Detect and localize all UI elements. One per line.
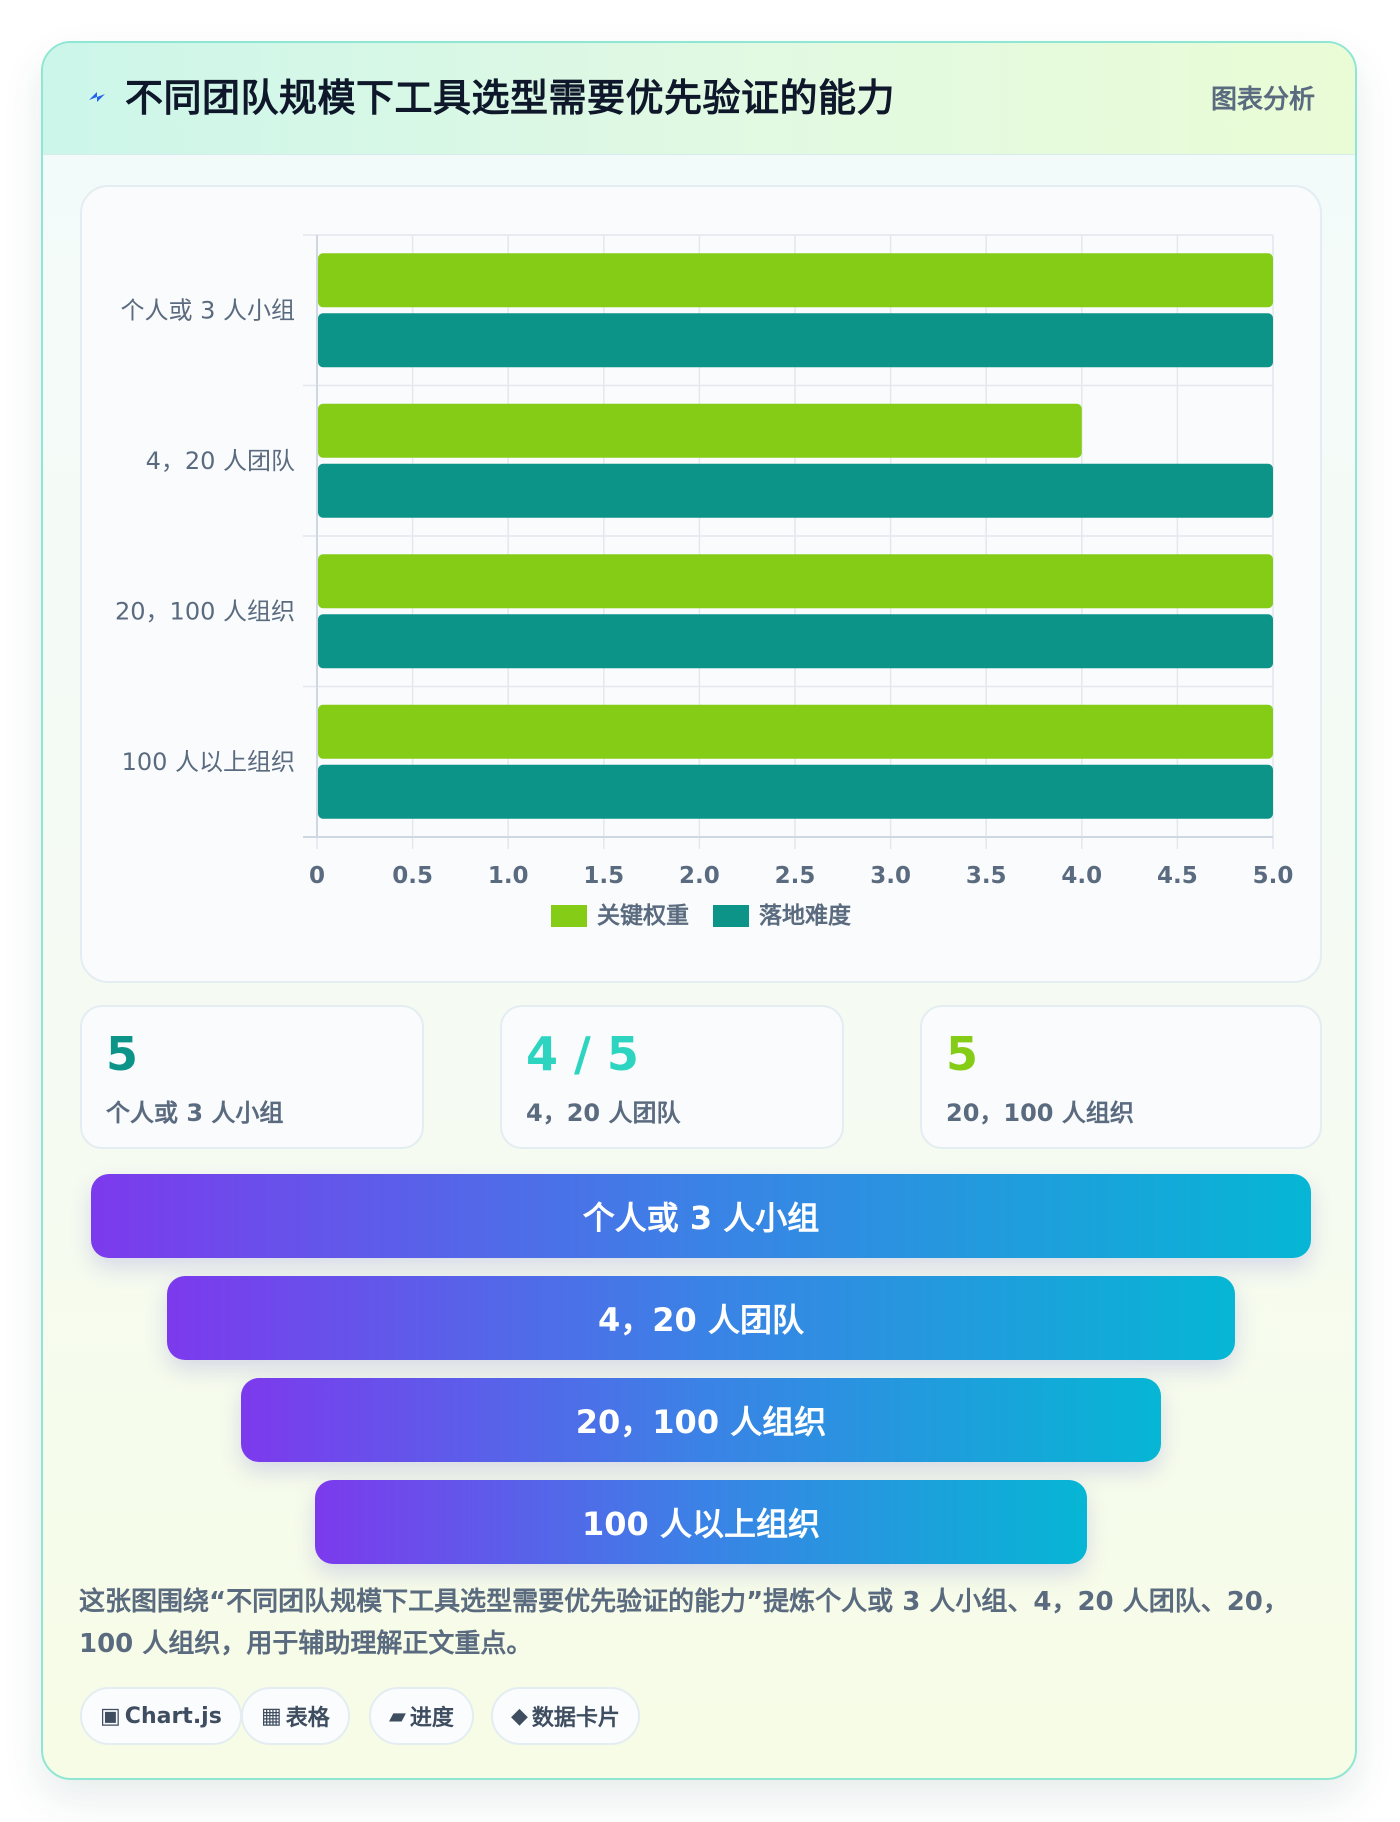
funnel-stage-2: 4，20 人团队 [167,1276,1235,1360]
x-tick-label: 3.5 [966,863,1007,889]
axis-labels: 0 0.5 1.0 1.5 2.0 2.5 3.0 3.5 4.0 4.5 5.0 个人或 3 人小组… [115,296,1293,889]
legend: 关键权重 落地难度 [551,902,852,929]
chip-data-card[interactable]: ◆ 数据卡片 [491,1687,640,1745]
stat-card-3: 5 20，100 人组织 [920,1005,1322,1149]
funnel-stage-4: 100 人以上组织 [315,1480,1087,1564]
chip-chartjs[interactable]: ▣ Chart.js [80,1687,242,1745]
x-tick-label: 5.0 [1253,863,1294,889]
stat-label: 个人或 3 人小组 [106,1099,284,1127]
card-header: 不同团队规模下工具选型需要优先验证的能力 图表分析 [43,43,1355,155]
bar [318,463,1273,518]
funnel-stage-1: 个人或 3 人小组 [91,1174,1311,1258]
chip-label: Chart.js [124,1703,222,1729]
funnel-stage-3: 20，100 人组织 [241,1378,1161,1462]
bar [318,253,1273,308]
chart-icon: ▣ [100,1703,121,1729]
chip-label: 进度 [409,1706,454,1731]
stat-value: 4 / 5 [526,1027,639,1081]
chart-card: 不同团队规模下工具选型需要优先验证的能力 图表分析 0 0.5 1.0 1.5 2.0 2… [41,41,1357,1780]
stat-label: 20，100 人组织 [946,1099,1134,1127]
y-category-label: 4，20 人团队 [146,447,295,475]
x-tick-label: 1.5 [583,863,624,889]
bar [318,614,1273,669]
chart-analysis-tag: 图表分析 [1210,85,1315,115]
chip-label: 表格 [285,1706,330,1731]
legend-label: 落地难度 [759,902,852,929]
bars [318,253,1273,819]
bar-chart: 0 0.5 1.0 1.5 2.0 2.5 3.0 3.5 4.0 4.5 5.0 个人或 3 人小组… [115,234,1293,929]
x-tick-label: 0.5 [392,863,433,889]
bar [318,313,1273,368]
stat-card-2: 4 / 5 4，20 人团队 [500,1005,844,1149]
diamond-icon: ◆ [511,1703,528,1729]
stat-value: 5 [106,1027,139,1081]
chip-progress[interactable]: ▰ 进度 [369,1687,474,1745]
x-tick-label: 2.5 [775,863,816,889]
x-tick-label: 2.0 [679,863,720,889]
y-category-label: 100 人以上组织 [122,748,295,776]
x-tick-label: 0 [309,863,325,889]
y-category-label: 20，100 人组织 [115,597,295,625]
x-tick-label: 1.0 [488,863,529,889]
bar [318,704,1273,759]
stat-label: 4，20 人团队 [526,1099,681,1127]
bar [318,764,1273,819]
legend-swatch [551,905,587,927]
chart-panel: 0 0.5 1.0 1.5 2.0 2.5 3.0 3.5 4.0 4.5 5.0 个人或 3 人小组… [80,185,1322,983]
chip-table[interactable]: ▦ 表格 [241,1687,350,1745]
stat-card-1: 5 个人或 3 人小组 [80,1005,424,1149]
progress-icon: ▰ [389,1703,406,1729]
bolt-icon [89,92,105,102]
legend-swatch [713,905,749,927]
y-category-label: 个人或 3 人小组 [120,296,295,324]
x-tick-label: 3.0 [870,863,911,889]
legend-label: 关键权重 [597,902,689,929]
chart-description: 这张图围绕“不同团队规模下工具选型需要优先验证的能力”提炼个人或 3 人小组、4… [79,1587,1289,1659]
bar [318,403,1082,458]
stat-value: 5 [946,1027,979,1081]
x-tick-label: 4.0 [1061,863,1102,889]
bar [318,554,1273,609]
x-tick-label: 4.5 [1157,863,1198,889]
page-title: 不同团队规模下工具选型需要优先验证的能力 [125,76,896,120]
table-icon: ▦ [261,1703,282,1729]
chip-label: 数据卡片 [531,1706,620,1731]
